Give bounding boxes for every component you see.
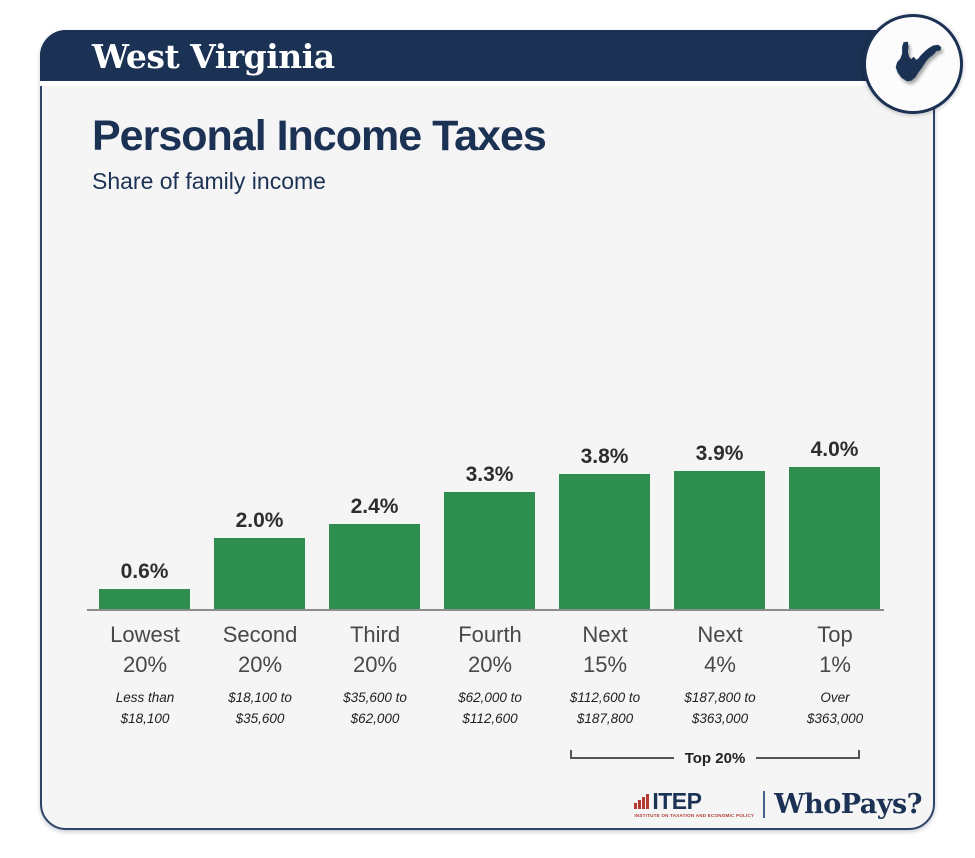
income-range-line: Over xyxy=(820,690,850,705)
bar-column: 2.4% xyxy=(329,400,420,610)
category-label: Next 4% xyxy=(663,620,778,680)
state-name: West Virginia xyxy=(92,37,335,76)
category-label-line: Fourth xyxy=(458,622,522,647)
bracket-line-left xyxy=(570,750,674,759)
category-label: Fourth 20% xyxy=(433,620,548,680)
bar-value-label: 3.9% xyxy=(695,442,744,465)
category-label-line: Lowest xyxy=(110,622,180,647)
income-range-label: Over $363,000 xyxy=(778,687,893,729)
report-card: West Virginia Personal Income Taxes Shar… xyxy=(40,14,963,830)
income-range-line: $18,100 xyxy=(120,711,170,726)
itep-bar-chart-icon xyxy=(634,794,650,811)
whopays-wordmark: WhoPays? xyxy=(774,789,922,820)
bar-column: 4.0% xyxy=(789,400,880,610)
category-label: Lowest 20% xyxy=(88,620,203,680)
chart-subtitle: Share of family income xyxy=(92,168,326,194)
category-label: Top 1% xyxy=(778,620,893,680)
category-label: Third 20% xyxy=(318,620,433,680)
income-range-line: $112,600 xyxy=(462,711,518,726)
bar-value-label: 0.6% xyxy=(120,560,169,583)
bar-value-label: 3.3% xyxy=(465,463,514,486)
bar-column: 2.0% xyxy=(214,400,305,610)
income-range-line: $363,000 xyxy=(691,711,749,726)
bar-value-label: 4.0% xyxy=(810,438,859,461)
category-label-line: 20% xyxy=(122,652,168,677)
bar-value-label: 3.8% xyxy=(580,445,629,468)
footer-branding: ITEP INSTITUTE ON TAXATION AND ECONOMIC … xyxy=(634,789,922,820)
state-badge xyxy=(863,14,963,114)
bar-column: 3.3% xyxy=(444,400,535,610)
category-label: Next 15% xyxy=(548,620,663,680)
income-range-line: $35,600 xyxy=(235,711,285,726)
category-label-line: 15% xyxy=(582,652,628,677)
category-label-line: 20% xyxy=(237,652,283,677)
income-range-line: $18,100 to xyxy=(228,690,292,705)
category-label-line: Next xyxy=(582,622,628,647)
income-range-line: $112,600 to xyxy=(569,690,641,705)
category-label-line: 20% xyxy=(467,652,513,677)
footer-divider xyxy=(763,791,766,818)
bar xyxy=(674,471,765,610)
header-band: West Virginia xyxy=(40,30,939,86)
income-range-label: $35,600 to $62,000 xyxy=(318,687,433,729)
income-range-line: $363,000 xyxy=(806,711,864,726)
bar xyxy=(214,538,305,610)
category-label-line: Top xyxy=(817,622,853,647)
x-axis-line xyxy=(87,609,884,611)
bar-column: 0.6% xyxy=(99,400,190,610)
income-range-label: $112,600 to $187,800 xyxy=(548,687,663,729)
chart-title: Personal Income Taxes xyxy=(92,112,547,160)
income-range-line: $187,800 xyxy=(576,711,634,726)
income-range-line: $35,600 to xyxy=(343,690,407,705)
income-range-line: $62,000 to xyxy=(458,690,522,705)
bar-column: 3.9% xyxy=(674,400,765,610)
bar-column: 3.8% xyxy=(559,400,650,610)
income-range-label: $18,100 to $35,600 xyxy=(203,687,318,729)
bar-chart: 0.6% 2.0% 2.4% 3.3% 3.8% 3.9% 4.0% xyxy=(87,400,882,610)
bar xyxy=(444,492,535,610)
category-label-line: 20% xyxy=(352,652,398,677)
income-range-label: $62,000 to $112,600 xyxy=(433,687,548,729)
category-label-line: Third xyxy=(349,622,401,647)
bar xyxy=(329,524,420,610)
bracket-label: Top 20% xyxy=(684,749,746,767)
itep-wordmark: ITEP xyxy=(652,788,702,814)
itep-logo: ITEP INSTITUTE ON TAXATION AND ECONOMIC … xyxy=(634,788,755,818)
category-label-line: Next xyxy=(697,622,743,647)
income-range-line: $62,000 xyxy=(350,711,400,726)
west-virginia-state-icon xyxy=(895,41,942,82)
top20-bracket: Top 20% xyxy=(570,748,861,768)
category-label-line: 4% xyxy=(704,652,736,677)
itep-tagline: INSTITUTE ON TAXATION AND ECONOMIC POLIC… xyxy=(634,813,755,818)
bar-value-label: 2.4% xyxy=(350,495,399,518)
income-range-line: $187,800 to xyxy=(684,690,756,705)
bar xyxy=(559,474,650,610)
income-range-label: Less than $18,100 xyxy=(88,687,203,729)
income-range-label: $187,800 to $363,000 xyxy=(663,687,778,729)
bracket-line-right xyxy=(756,750,861,759)
bar-value-label: 2.0% xyxy=(235,509,284,532)
bar xyxy=(789,467,880,610)
category-label-line: Second xyxy=(222,622,298,647)
category-label: Second 20% xyxy=(203,620,318,680)
bar xyxy=(99,589,190,610)
category-label-line: 1% xyxy=(819,652,851,677)
income-range-line: Less than xyxy=(115,690,175,705)
